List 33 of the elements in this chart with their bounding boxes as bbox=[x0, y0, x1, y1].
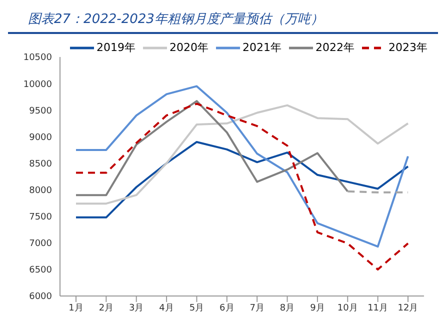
x-tick-label: 2月 bbox=[98, 303, 114, 314]
x-tick-label: 12月 bbox=[398, 303, 418, 314]
x-tick-label: 8月 bbox=[280, 303, 295, 314]
legend-label: 2022年 bbox=[314, 40, 354, 55]
x-tick-label: 4月 bbox=[159, 303, 174, 314]
x-tick-label: 10月 bbox=[337, 303, 358, 314]
legend-label: 2019年 bbox=[96, 40, 136, 55]
line-series bbox=[75, 104, 409, 205]
line-series bbox=[75, 102, 409, 270]
y-tick-label: 9000 bbox=[29, 132, 52, 143]
line-series bbox=[75, 85, 409, 248]
y-tick-label: 7000 bbox=[29, 239, 52, 250]
y-tick-label: 8000 bbox=[29, 186, 52, 196]
x-tick-label: 1月 bbox=[68, 303, 84, 314]
x-tick-label: 11月 bbox=[368, 303, 388, 314]
y-tick-label: 7500 bbox=[29, 212, 52, 223]
y-tick-label: 10000 bbox=[23, 80, 52, 90]
y-tick-label: 6000 bbox=[29, 292, 52, 302]
x-tick-label: 6月 bbox=[220, 303, 234, 314]
y-tick-label: 10500 bbox=[23, 53, 52, 64]
y-tick-label: 6500 bbox=[29, 266, 52, 276]
line-series bbox=[75, 140, 409, 218]
chart-title: 图表27：2022-2023年粗钢月度产量预估（万吨） bbox=[8, 8, 438, 34]
x-tick-label: 3月 bbox=[128, 303, 144, 314]
legend-label: 2020年 bbox=[168, 40, 208, 55]
legend-label: 2023年 bbox=[388, 40, 428, 55]
x-tick-label: 5月 bbox=[189, 303, 204, 314]
line-series bbox=[75, 100, 349, 196]
x-tick-label: 7月 bbox=[250, 303, 264, 314]
y-tick-label: 9500 bbox=[29, 106, 52, 116]
x-tick-label: 9月 bbox=[310, 303, 325, 314]
legend-label: 2021年 bbox=[242, 40, 282, 55]
y-tick-label: 8500 bbox=[29, 159, 52, 170]
